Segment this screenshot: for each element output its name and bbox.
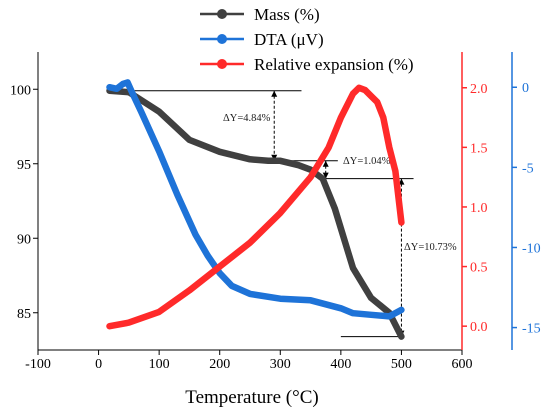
dta-tick-label: -10 (522, 241, 541, 256)
dta-tick-label: -5 (522, 161, 534, 176)
x-axis-label: Temperature (°C) (185, 387, 318, 407)
x-tick-label: -100 (25, 357, 51, 372)
mass-series-line (106, 87, 405, 340)
series-layer (106, 79, 405, 340)
delta-arrow-head (271, 90, 278, 97)
x-tick-label: 600 (452, 357, 473, 372)
delta-arrow-head (322, 172, 329, 179)
x-tick-label: 100 (149, 357, 170, 372)
expansion-tick-label: 2.0 (470, 82, 488, 97)
legend-marker (217, 9, 227, 19)
legend-label: DTA (μV) (254, 30, 324, 49)
legend-label: Relative expansion (%) (254, 55, 414, 74)
x-tick-label: 400 (330, 357, 351, 372)
legend-label: Mass (%) (254, 5, 320, 24)
dta-series-line (106, 79, 405, 320)
expansion-tick-label: 0.0 (470, 320, 488, 335)
x-tick-label: 300 (270, 357, 291, 372)
expansion-tick-label: 1.0 (470, 201, 488, 216)
legend: Mass (%) DTA (μV) Relative expansion (%) (200, 5, 414, 74)
dta-tick-label: -15 (522, 322, 541, 337)
delta-label: ΔY=10.73% (404, 242, 457, 253)
legend-marker (217, 59, 227, 69)
x-tick-label: 500 (391, 357, 412, 372)
x-tick-label: 200 (209, 357, 230, 372)
x-tick-label: 0 (95, 357, 102, 372)
delta-arrow-head (322, 160, 329, 167)
dta-tick-label: 0 (522, 81, 529, 96)
expansion-series-line (106, 84, 405, 330)
mass-tick-label: 100 (10, 83, 31, 98)
delta-label: ΔY=1.04% (343, 156, 391, 167)
axes-layer: -100 0 100 200 300 400 500 6008590951000.00.51.… (10, 52, 541, 372)
mass-tick-label: 90 (17, 232, 31, 247)
mass-tick-label: 95 (17, 158, 31, 173)
mass-tick-label: 85 (17, 307, 31, 322)
expansion-tick-label: 1.5 (470, 141, 488, 156)
expansion-tick-label: 0.5 (470, 261, 488, 276)
legend-marker (217, 34, 227, 44)
delta-label: ΔY=4.84% (223, 113, 271, 124)
